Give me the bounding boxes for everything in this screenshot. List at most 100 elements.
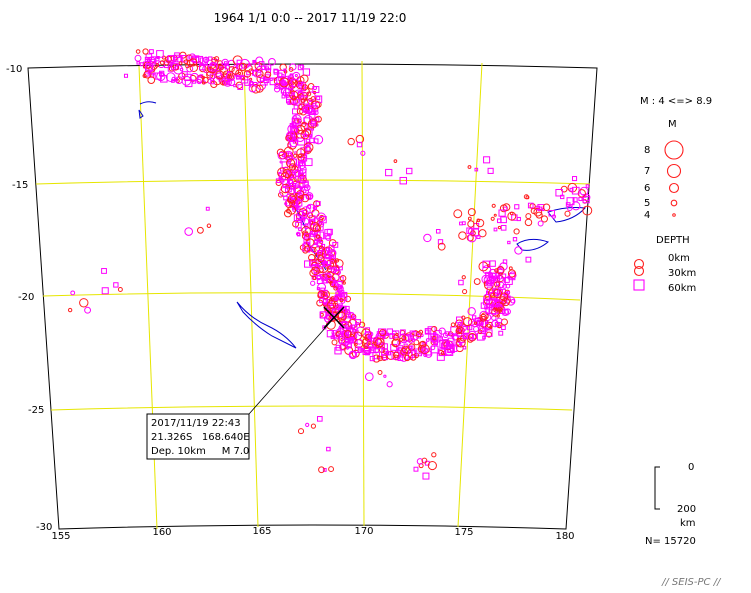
earthquake-point — [325, 234, 332, 241]
earthquake-point — [310, 118, 317, 125]
mag-level-label: 7 — [644, 166, 650, 177]
depth-symbol-30km — [633, 265, 645, 277]
earthquake-point — [486, 300, 491, 305]
earthquake-point — [538, 206, 543, 211]
earthquake-point — [357, 347, 363, 353]
new-caledonia-coast — [236, 301, 297, 349]
earthquake-point — [269, 77, 278, 86]
earthquake-point — [555, 188, 563, 197]
event-depth-magnitude: Dep. 10km M 7.0 — [151, 446, 249, 457]
earthquake-point — [540, 215, 548, 223]
earthquake-point — [221, 80, 226, 85]
earthquake-point — [311, 264, 318, 271]
earthquake-point — [457, 321, 462, 326]
earthquake-point — [400, 329, 406, 336]
earthquake-point — [284, 202, 288, 206]
earthquake-point — [566, 197, 575, 206]
earthquake-point — [478, 325, 486, 333]
depth-scale-bar — [654, 466, 660, 510]
earthquake-point — [181, 71, 188, 78]
earthquake-point — [123, 73, 129, 78]
earthquake-point — [508, 271, 517, 280]
earthquake-point — [395, 332, 399, 337]
earthquake-point — [386, 351, 392, 356]
earthquake-point — [467, 220, 475, 228]
mag-level-label: 4 — [644, 210, 650, 221]
earthquake-point — [525, 213, 532, 220]
earthquake-point — [483, 156, 491, 164]
earthquake-point — [309, 134, 313, 138]
latitude-labels: -10 -15 -20 -25 -30 — [6, 64, 52, 533]
earthquake-point — [326, 228, 333, 235]
earthquake-point — [311, 266, 320, 276]
earthquake-point — [167, 55, 174, 62]
earthquake-point — [360, 150, 366, 156]
earthquake-point — [146, 56, 157, 67]
event-datetime: 2017/11/19 22:43 — [151, 418, 241, 429]
meridian-165 — [243, 62, 259, 528]
earthquake-point — [503, 292, 509, 297]
earthquake-point — [454, 319, 464, 328]
earthquake-point — [431, 325, 438, 333]
earthquake-point — [400, 348, 408, 356]
earthquake-point — [467, 307, 476, 316]
earthquake-point — [309, 218, 316, 226]
earthquake-point — [450, 326, 459, 335]
earthquake-point — [343, 330, 352, 339]
scale-top-label: 0 — [688, 462, 694, 473]
earthquake-point — [200, 62, 204, 67]
earthquake-point — [311, 100, 321, 110]
earthquake-point — [296, 193, 305, 201]
earthquake-point — [339, 293, 348, 301]
earthquake-point — [294, 73, 298, 78]
earthquake-point — [205, 206, 210, 211]
earthquake-point — [332, 308, 339, 315]
earthquake-point — [478, 229, 487, 238]
earthquake-point — [287, 180, 295, 187]
earthquake-point — [303, 142, 314, 153]
earthquake-point — [269, 77, 273, 81]
earthquake-point — [294, 186, 302, 194]
mag-level-label: 6 — [644, 183, 650, 194]
earthquake-point — [489, 260, 496, 267]
earthquake-point — [326, 265, 335, 274]
lat-label: -30 — [36, 522, 52, 533]
earthquake-point — [309, 137, 315, 144]
earthquake-point — [316, 274, 322, 280]
lat-label: -25 — [28, 405, 44, 416]
earthquake-point — [265, 68, 272, 74]
earthquake-point — [117, 287, 123, 292]
earthquake-point — [339, 298, 344, 303]
earthquake-point — [354, 342, 358, 346]
earthquake-point — [338, 266, 343, 271]
earthquake-point — [393, 159, 398, 163]
lon-label: 165 — [252, 526, 271, 537]
earthquake-point — [484, 305, 489, 310]
earthquake-point — [322, 468, 327, 472]
earthquake-point — [178, 61, 183, 66]
earthquake-point — [480, 312, 489, 320]
earthquake-point — [582, 194, 587, 198]
earthquake-point — [159, 72, 164, 77]
earthquake-point — [438, 348, 446, 357]
earthquake-point — [206, 223, 212, 229]
earthquake-point — [303, 241, 311, 249]
earthquake-point — [369, 346, 376, 354]
earthquake-point — [326, 446, 331, 452]
earthquake-point — [332, 279, 338, 285]
earthquake-point — [456, 316, 463, 324]
earthquake-point — [207, 62, 218, 72]
scale-unit-label: km — [680, 518, 696, 529]
earthquake-point — [338, 290, 345, 297]
earthquake-point — [184, 79, 193, 88]
depth-level-label: 60km — [668, 283, 696, 294]
earthquake-point — [421, 457, 428, 464]
earthquake-point — [148, 70, 152, 74]
earthquake-point — [386, 381, 393, 388]
event-location: 21.326S 168.640E — [151, 432, 250, 443]
earthquake-point — [263, 77, 270, 83]
earthquake-point — [147, 76, 156, 85]
earthquake-point — [344, 311, 352, 319]
depth-symbol-60km — [633, 279, 645, 291]
earthquake-point — [282, 168, 292, 179]
